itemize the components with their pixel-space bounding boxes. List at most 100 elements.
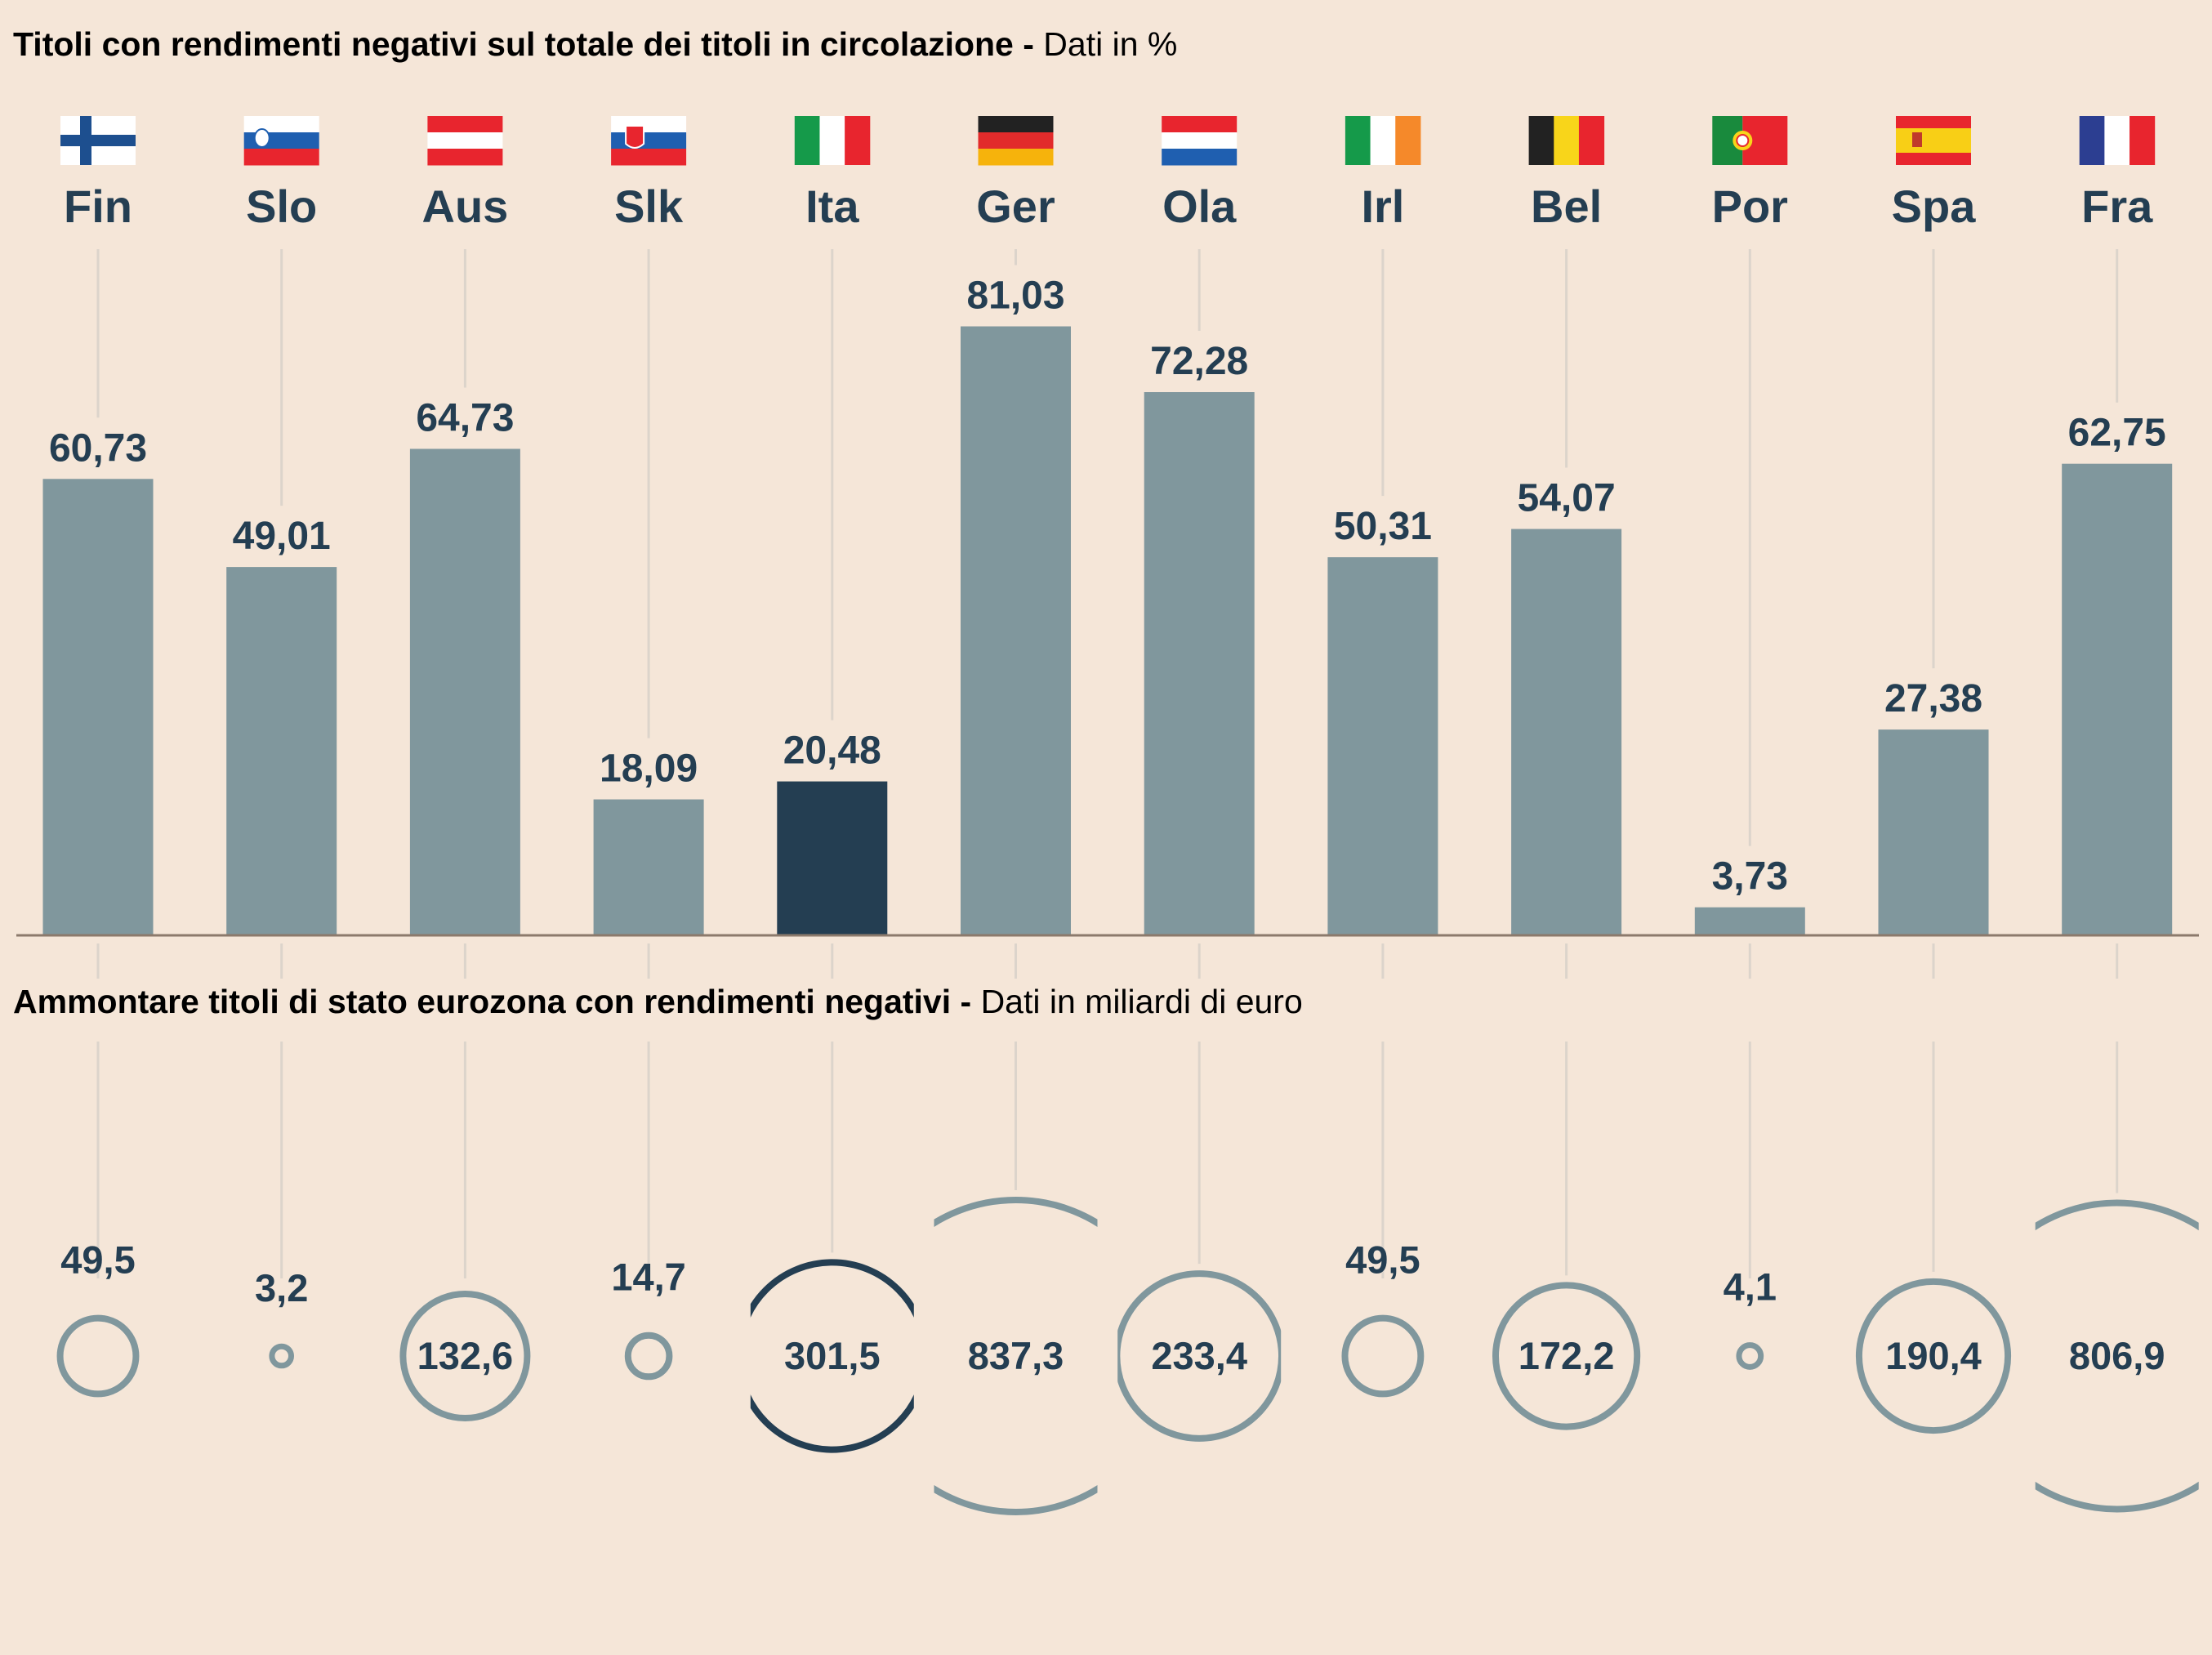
flag-stripe xyxy=(978,116,1054,133)
flag-stripe xyxy=(1395,116,1421,165)
flag-stripe xyxy=(1162,132,1238,149)
bar-value-label: 3,73 xyxy=(1712,855,1788,899)
bar xyxy=(2062,463,2173,935)
flag-stripe xyxy=(978,132,1054,149)
slovenia-flag xyxy=(243,116,319,166)
bubble-value-label: 3,2 xyxy=(255,1266,308,1309)
bar xyxy=(1511,529,1622,935)
bubble xyxy=(56,1314,140,1398)
country-labels: Fin Slo Aus Slk Ita Ger Ola Irl Bel Por Spa Fra xyxy=(64,181,2153,232)
country-label: Ger xyxy=(976,181,1055,232)
bar-value-label: 54,07 xyxy=(1518,477,1616,520)
flag-stripe xyxy=(1162,116,1238,133)
bar-value-label: 60,73 xyxy=(49,426,147,470)
flag-emblem xyxy=(1912,132,1922,147)
bubble-value-label: 837,3 xyxy=(968,1334,1064,1377)
bar-chart-title: Titoli con rendimenti negativi sul total… xyxy=(13,25,1177,63)
bubble-chart-title: Ammontare titoli di stato eurozona con r… xyxy=(13,983,1303,1020)
guide-lines xyxy=(96,249,2119,1278)
slovakia-flag xyxy=(611,116,687,166)
bar xyxy=(593,799,704,935)
flag-cross xyxy=(60,135,136,146)
bar-value-label: 64,73 xyxy=(416,396,514,439)
country-label: Spa xyxy=(1892,181,1977,232)
flag-emblem xyxy=(253,128,270,148)
flag-stripe xyxy=(427,116,503,133)
bar-chart-subtitle: Dati in % xyxy=(1043,25,1177,63)
country-label: Fin xyxy=(64,181,132,232)
bar xyxy=(777,781,888,935)
bar-chart-title-sep: - xyxy=(1014,25,1043,63)
bubble xyxy=(1117,1270,1282,1442)
flag-stripe xyxy=(2079,116,2105,165)
bubble-chart-title-main: Ammontare titoli di stato eurozona con r… xyxy=(13,983,951,1020)
bubble xyxy=(1341,1314,1425,1398)
bubble-series: 49,5 3,2 132,6 14,7 301,5 837,3 233,4 49,5 172,2… xyxy=(56,1197,2199,1515)
flag-row xyxy=(60,116,2156,166)
bubble-value-label: 233,4 xyxy=(1151,1334,1247,1377)
flag-stripe xyxy=(1528,116,1554,165)
flag-stripe xyxy=(243,149,319,166)
flag-emblem xyxy=(1736,134,1750,147)
bubble xyxy=(750,1259,914,1453)
netherlands-flag xyxy=(1162,116,1238,166)
france-flag xyxy=(2079,116,2156,165)
bubble-value-label: 301,5 xyxy=(784,1334,881,1377)
country-label: Ola xyxy=(1162,181,1237,232)
flag-stripe xyxy=(1370,116,1396,165)
bar-value-label: 62,75 xyxy=(2068,412,2166,455)
bubble xyxy=(399,1290,531,1422)
flag-stripe xyxy=(1162,149,1238,166)
country-label: Fra xyxy=(2081,181,2153,232)
bar xyxy=(226,567,337,935)
bubble-value-label: 4,1 xyxy=(1724,1265,1777,1309)
bar-value-label: 72,28 xyxy=(1150,340,1248,383)
flag-emblem xyxy=(625,125,645,149)
flag-stripe xyxy=(978,149,1054,166)
bar-value-label: 27,38 xyxy=(1884,677,1982,720)
bubble xyxy=(269,1343,295,1369)
bubble xyxy=(1736,1342,1764,1370)
bar xyxy=(961,326,1071,935)
flag-stripe xyxy=(1578,116,1605,165)
flag-stripe xyxy=(1896,128,1971,153)
bar xyxy=(1144,392,1255,935)
italy-flag xyxy=(794,116,871,165)
bubble-value-label: 806,9 xyxy=(2069,1334,2165,1377)
bar xyxy=(1327,557,1438,935)
flag-stripe xyxy=(794,116,820,165)
country-label: Slo xyxy=(246,181,317,232)
flag-stripe xyxy=(2129,116,2156,165)
belgium-flag xyxy=(1528,116,1605,165)
bar xyxy=(1878,729,1989,935)
germany-flag xyxy=(978,116,1054,166)
finland-flag xyxy=(60,116,136,165)
country-label: Slk xyxy=(614,181,684,232)
bubble-value-label: 190,4 xyxy=(1885,1334,1982,1377)
ireland-flag xyxy=(1345,116,1421,165)
bar-value-label: 18,09 xyxy=(600,747,698,791)
bar-value-label: 20,48 xyxy=(783,729,881,773)
bubble xyxy=(624,1332,673,1381)
bubble-value-label: 132,6 xyxy=(417,1334,514,1377)
country-label: Ita xyxy=(805,181,859,232)
austria-flag xyxy=(427,116,503,166)
bar-chart-title-main: Titoli con rendimenti negativi sul total… xyxy=(13,25,1014,63)
country-label: Por xyxy=(1712,181,1788,232)
spain-flag xyxy=(1896,116,1971,165)
bar-value-label: 81,03 xyxy=(966,274,1064,318)
bubble-value-label: 14,7 xyxy=(611,1256,685,1299)
bubble-chart-subtitle: Dati in miliardi di euro xyxy=(981,983,1303,1020)
flag-stripe xyxy=(243,116,319,133)
bar-series: 60,73 49,01 64,73 18,09 20,48 81,03 72,28 50,31… xyxy=(16,274,2199,937)
bar-value-label: 50,31 xyxy=(1334,505,1432,548)
bubble xyxy=(2035,1199,2199,1513)
bubble-value-label: 172,2 xyxy=(1519,1334,1615,1377)
bar xyxy=(409,448,520,935)
portugal-flag xyxy=(1712,116,1788,165)
bubble xyxy=(1492,1282,1641,1430)
flag-stripe xyxy=(611,149,687,166)
bar-value-label: 49,01 xyxy=(233,515,331,558)
bar xyxy=(1694,907,1805,935)
